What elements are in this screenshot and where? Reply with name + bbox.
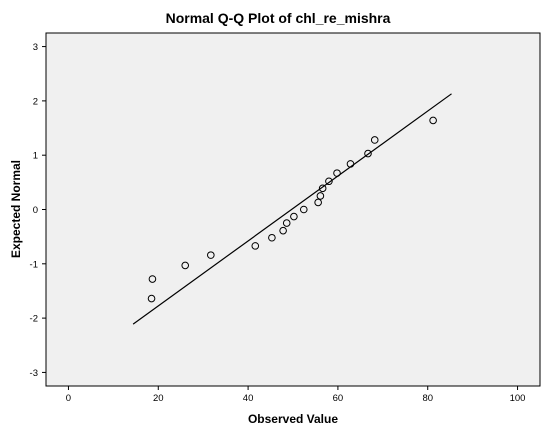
data-point [314, 198, 322, 207]
data-point [333, 169, 341, 177]
reference-line [132, 93, 452, 325]
y-tick-label: -2 [30, 314, 38, 325]
data-point [251, 242, 260, 250]
x-tick-label: 80 [422, 393, 433, 404]
y-axis-label: Expected Normal [9, 160, 23, 258]
data-point [279, 226, 287, 235]
data-point [370, 136, 379, 144]
data-point [318, 184, 327, 193]
x-tick-label: 0 [66, 393, 71, 404]
data-point [429, 116, 437, 125]
chart-marks: 0 20 40 60 80 100 -3 -2 -1 0 1 2 3 [30, 42, 526, 404]
plot-area [45, 32, 541, 387]
y-tick-label: 0 [33, 205, 38, 216]
data-point [316, 192, 325, 200]
y-tick-label: 1 [33, 151, 38, 162]
data-point [364, 149, 372, 158]
y-tick-label: -1 [30, 259, 38, 270]
chart-title: Normal Q-Q Plot of chl_re_mishra [166, 10, 391, 26]
data-point [325, 177, 333, 186]
y-tick-label: 2 [33, 96, 38, 107]
data-point [181, 261, 190, 270]
x-axis-label: Observed Value [248, 412, 338, 426]
data-point [299, 205, 308, 214]
data-point [147, 294, 156, 303]
x-tick-label: 20 [153, 393, 164, 404]
x-tick-label: 100 [510, 393, 526, 404]
data-point [148, 275, 157, 283]
data-point [268, 233, 276, 242]
x-tick-label: 40 [243, 393, 254, 404]
data-point [207, 251, 215, 259]
x-tick-label: 60 [333, 393, 344, 404]
data-point [346, 160, 355, 168]
data-point [290, 212, 298, 221]
y-tick-label: -3 [30, 368, 38, 379]
y-tick-label: 3 [33, 42, 38, 53]
data-point [282, 219, 291, 227]
